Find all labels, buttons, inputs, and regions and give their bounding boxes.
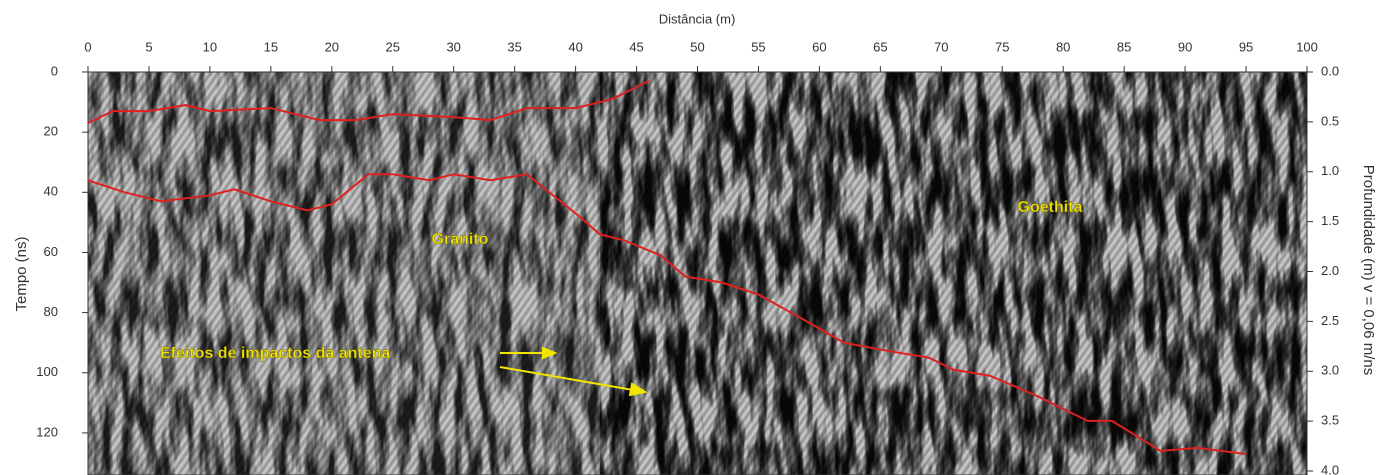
annotation: Granito: [432, 231, 489, 248]
y2-tick-label: 2.0: [1321, 263, 1339, 278]
x-tick-label: 45: [629, 39, 643, 54]
y2-tick-label: 0.0: [1321, 63, 1339, 78]
y2-tick-label: 0.5: [1321, 113, 1339, 128]
x-tick-label: 65: [873, 39, 887, 54]
x-tick-label: 90: [1178, 39, 1192, 54]
x-tick-label: 85: [1117, 39, 1131, 54]
y2-tick-label: 1.5: [1321, 213, 1339, 228]
x-tick-label: 0: [84, 39, 91, 54]
x-tick-label: 25: [386, 39, 400, 54]
y2-axis-title: Profundidade (m) v = 0,06 m/ns: [1360, 165, 1377, 376]
y-tick-label: 40: [44, 184, 58, 199]
y2-tick-label: 4.0: [1321, 462, 1339, 475]
interpretation-line: [87, 173, 1247, 455]
x-tick-label: 20: [325, 39, 339, 54]
y2-tick-label: 1.0: [1321, 163, 1339, 178]
x-tick-label: 30: [446, 39, 460, 54]
x-tick-label: 80: [1056, 39, 1070, 54]
x-tick-label: 10: [203, 39, 217, 54]
x-tick-label: 95: [1239, 39, 1253, 54]
x-tick-label: 100: [1296, 39, 1318, 54]
annotation: Efeitos de impactos da antena: [160, 345, 390, 362]
annotation: Goethita: [1018, 199, 1083, 216]
radargram-background: [88, 72, 1307, 475]
y-tick-label: 80: [44, 304, 58, 319]
arrows: [499, 346, 648, 397]
y2-tick-label: 3.0: [1321, 363, 1339, 378]
y-tick-label: 60: [44, 244, 58, 259]
x-tick-label: 70: [934, 39, 948, 54]
x-tick-label: 40: [568, 39, 582, 54]
y2-tick-label: 3.5: [1321, 413, 1339, 428]
x-tick-label: 75: [995, 39, 1009, 54]
x-tick-label: 55: [751, 39, 765, 54]
x-axis-title: Distância (m): [659, 11, 736, 26]
y2-tick-label: 2.5: [1321, 313, 1339, 328]
x-tick-label: 35: [507, 39, 521, 54]
y-tick-label: 120: [36, 424, 58, 439]
x-tick-label: 50: [690, 39, 704, 54]
x-tick-label: 5: [145, 39, 152, 54]
x-tick-label: 15: [264, 39, 278, 54]
x-tick-label: 60: [812, 39, 826, 54]
y-tick-label: 0: [51, 63, 58, 78]
interpretation-line: [87, 80, 650, 125]
y-tick-label: 20: [44, 124, 58, 139]
y-tick-label: 100: [36, 364, 58, 379]
y-axis-title: Tempo (ns): [13, 236, 30, 311]
